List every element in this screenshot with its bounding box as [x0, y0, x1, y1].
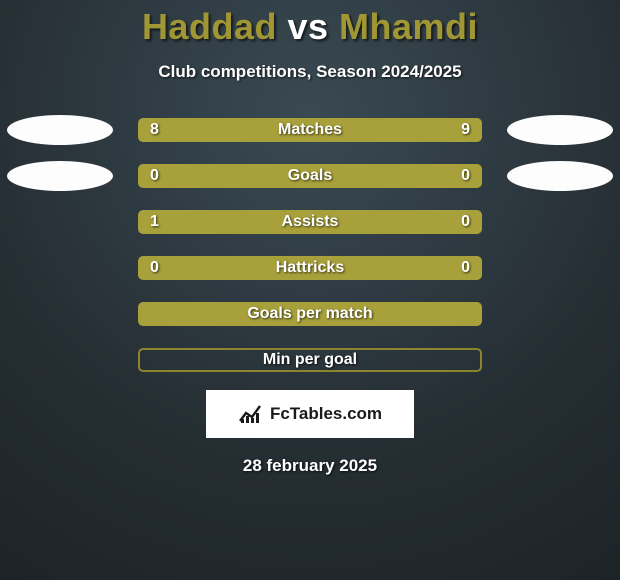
player-photo-left — [7, 161, 113, 191]
bar-left — [138, 256, 310, 280]
bar-right — [403, 210, 482, 234]
bar-right — [300, 118, 482, 142]
bar-left — [138, 210, 403, 234]
page-title: Haddad vs Mhamdi — [0, 0, 620, 48]
bar-track — [138, 118, 482, 142]
bar-track — [138, 302, 482, 326]
branding-badge: FcTables.com — [206, 390, 414, 438]
date-text: 28 february 2025 — [0, 456, 620, 476]
stats-container: Matches89 Goals00 Assists10 Hattricks00 Goal… — [0, 118, 620, 372]
bar-track — [138, 256, 482, 280]
vs-text: vs — [287, 6, 328, 47]
stat-row: Goals00 — [0, 164, 620, 188]
player1-name: Haddad — [142, 6, 277, 47]
bar-left — [138, 118, 300, 142]
bar-track — [138, 164, 482, 188]
player2-name: Mhamdi — [339, 6, 478, 47]
bar-left — [138, 164, 310, 188]
stat-row: Matches89 — [0, 118, 620, 142]
bar-right — [310, 164, 482, 188]
bar-right — [310, 256, 482, 280]
player-photo-left — [7, 115, 113, 145]
branding-text: FcTables.com — [270, 404, 382, 424]
stat-row: Hattricks00 — [0, 256, 620, 280]
player-photo-right — [507, 161, 613, 191]
stat-row: Goals per match — [0, 302, 620, 326]
stat-row: Assists10 — [0, 210, 620, 234]
subtitle: Club competitions, Season 2024/2025 — [0, 62, 620, 82]
bar-track — [138, 348, 482, 372]
chart-icon — [238, 403, 264, 425]
player-photo-right — [507, 115, 613, 145]
bar-left — [138, 302, 482, 326]
bar-track — [138, 210, 482, 234]
stat-row: Min per goal — [0, 348, 620, 372]
